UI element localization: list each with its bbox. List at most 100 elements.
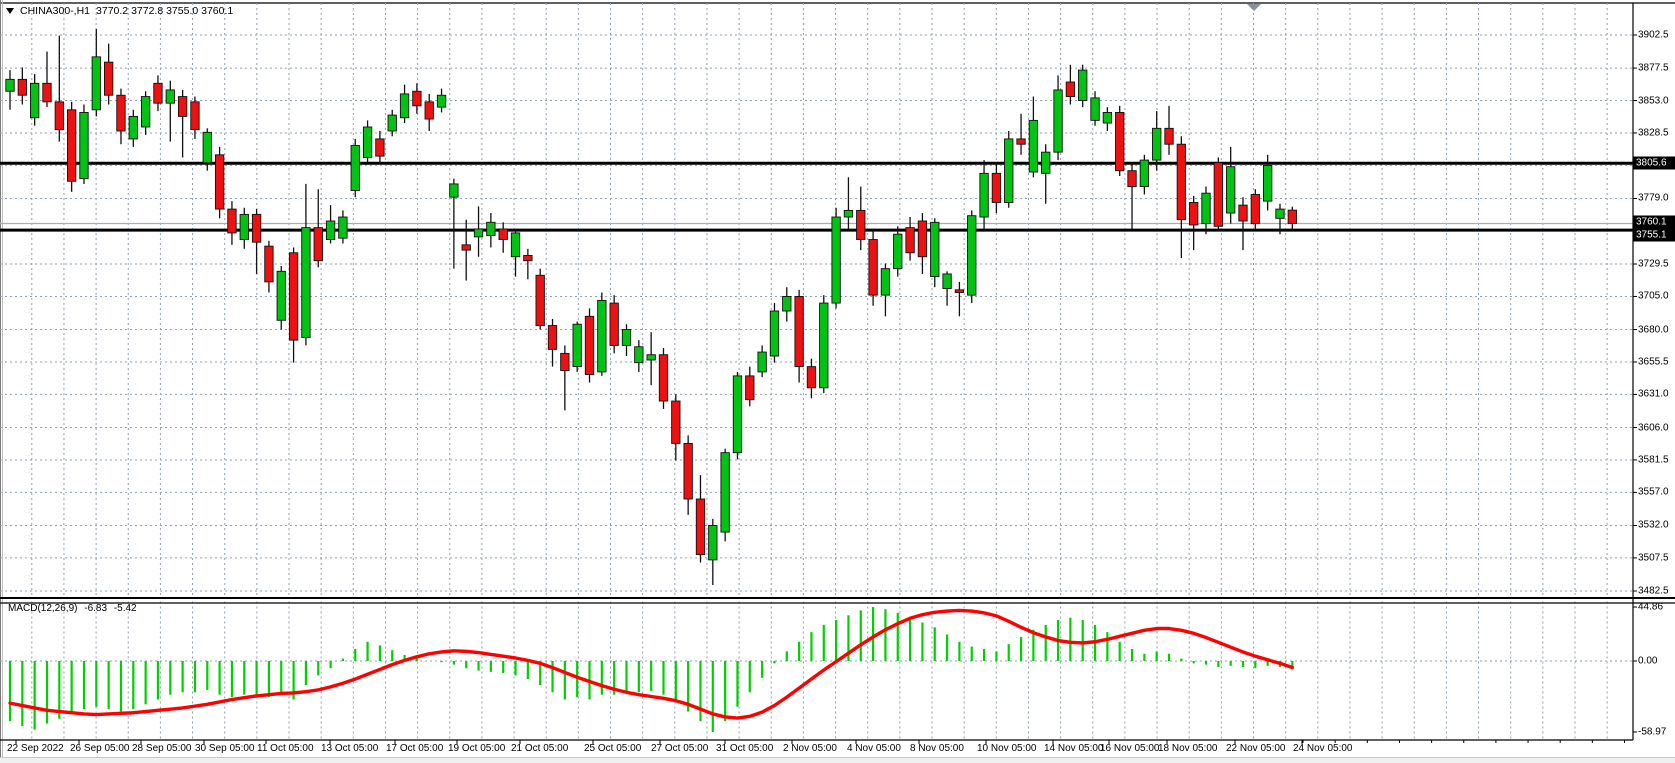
candle-body [658, 354, 669, 402]
macd-name: MACD(12,26,9) [8, 603, 78, 614]
time-axis-label: 21 Oct 05:00 [511, 743, 569, 754]
candle-body [819, 302, 829, 389]
candle-body [42, 82, 52, 103]
candle-body [917, 220, 928, 258]
time-axis-label: 27 Oct 05:00 [651, 743, 709, 754]
candle-body [1287, 209, 1297, 224]
candle-body [1127, 170, 1137, 188]
candle-body [683, 442, 693, 500]
candle-body [782, 296, 792, 312]
candle-body [79, 111, 89, 180]
time-axis-label: 19 Oct 05:00 [448, 743, 506, 754]
time-axis-label: 16 Nov 05:00 [1100, 743, 1160, 754]
candle-body [757, 351, 767, 373]
resistance-price-tag: 3805.6 [1633, 156, 1675, 170]
candle-body [1226, 166, 1236, 214]
candle-body [745, 375, 755, 401]
candle-body [1263, 164, 1273, 202]
candle-body [930, 221, 940, 278]
candle-body [128, 115, 138, 140]
candle-body [1238, 204, 1248, 222]
candle-body [880, 268, 891, 296]
chart-ohlc-values: 3770.2 3772.8 3755.0 3760.1 [96, 5, 234, 17]
price-axis-label: 3532.0 [1638, 519, 1669, 531]
window-bottom-edge [0, 757, 1675, 763]
candle-body [856, 209, 866, 240]
price-axis-label: 3828.5 [1638, 127, 1669, 139]
candle-body [609, 302, 619, 346]
candle-body [177, 96, 188, 117]
candle-body [140, 96, 151, 128]
price-axis-label: 3877.5 [1638, 62, 1669, 74]
candle-body [1115, 111, 1125, 172]
candle-body [1201, 192, 1211, 225]
candle-body [597, 299, 607, 373]
candle-body [30, 82, 40, 119]
candle-body [1004, 138, 1014, 203]
candle-body [1275, 208, 1285, 219]
candle-body [473, 228, 484, 238]
candle-body [1139, 159, 1150, 188]
candle-body [239, 213, 249, 240]
candle-body [510, 232, 521, 258]
candle-body [671, 400, 681, 444]
time-axis-label: 31 Oct 05:00 [716, 743, 774, 754]
price-axis-label: 3655.5 [1638, 356, 1669, 368]
candle-body [288, 252, 299, 341]
candle-body [350, 145, 360, 191]
candle-body [251, 213, 262, 243]
candle-body [794, 296, 804, 368]
candle-body [362, 126, 373, 158]
candle-body [634, 346, 644, 364]
candle-body [584, 315, 595, 376]
time-axis-label: 26 Sep 05:00 [70, 743, 130, 754]
price-axis-label: 3853.0 [1638, 95, 1669, 107]
candle-body [91, 56, 101, 111]
candle-body [695, 498, 706, 556]
candle-body [967, 215, 977, 296]
candle-body [621, 329, 632, 346]
candle-body [991, 172, 1002, 203]
candle-body [646, 354, 656, 361]
time-axis-label: 10 Nov 05:00 [977, 743, 1037, 754]
candle-body [1102, 111, 1113, 124]
price-axis-label: 3507.5 [1638, 552, 1669, 564]
candle-body [17, 78, 27, 96]
time-axis-label: 30 Sep 05:00 [195, 743, 255, 754]
candle-body [5, 78, 15, 92]
candle-body [732, 375, 743, 454]
candle-body [227, 208, 237, 234]
time-axis-label: 22 Sep 2022 [7, 743, 64, 754]
time-axis-label: 14 Nov 05:00 [1044, 743, 1104, 754]
candle-body [424, 101, 434, 120]
candle-body [264, 245, 274, 283]
price-axis-label: 3557.0 [1638, 486, 1669, 498]
chart-title: CHINA300-,H1 3770.2 3772.8 3755.0 3760.1 [6, 5, 233, 17]
candle-body [893, 233, 903, 270]
time-axis-label: 13 Oct 05:00 [321, 743, 379, 754]
price-axis-label: 3631.0 [1638, 388, 1669, 400]
candle-body [338, 216, 348, 239]
time-axis-label: 28 Sep 05:00 [132, 743, 192, 754]
candle-body [942, 273, 952, 289]
candle-body [720, 452, 730, 533]
candle-body [412, 90, 422, 107]
bid-price-tag: 3760.1 [1633, 215, 1675, 229]
candle-body [276, 270, 286, 321]
price-axis-label: 3606.0 [1638, 422, 1669, 433]
candle-body [461, 244, 471, 251]
support-price-tag: 3755.1 [1633, 228, 1675, 242]
chart-shift-marker-icon[interactable] [1247, 4, 1261, 11]
candle-body [1176, 143, 1187, 221]
quote-dropdown-icon[interactable] [6, 8, 14, 14]
price-axis-label: 3581.5 [1638, 454, 1669, 466]
candle-body [954, 289, 965, 293]
candle-body [1078, 69, 1088, 101]
candle-body [560, 352, 570, 372]
time-axis-label: 11 Oct 05:00 [257, 743, 314, 754]
price-axis-label: 3482.5 [1638, 585, 1669, 597]
time-axis-label: 18 Nov 05:00 [1158, 743, 1218, 754]
